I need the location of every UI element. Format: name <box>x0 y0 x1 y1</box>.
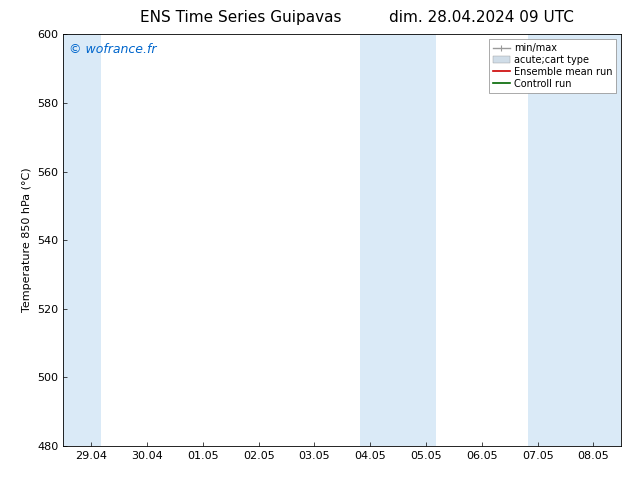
Text: © wofrance.fr: © wofrance.fr <box>69 43 157 55</box>
Text: dim. 28.04.2024 09 UTC: dim. 28.04.2024 09 UTC <box>389 10 574 25</box>
Bar <box>527 34 621 446</box>
Text: ENS Time Series Guipavas: ENS Time Series Guipavas <box>140 10 342 25</box>
Y-axis label: Temperature 850 hPa (°C): Temperature 850 hPa (°C) <box>22 168 32 313</box>
Legend: min/max, acute;cart type, Ensemble mean run, Controll run: min/max, acute;cart type, Ensemble mean … <box>489 39 616 93</box>
Bar <box>63 34 101 446</box>
Bar <box>360 34 398 446</box>
Bar <box>398 34 436 446</box>
